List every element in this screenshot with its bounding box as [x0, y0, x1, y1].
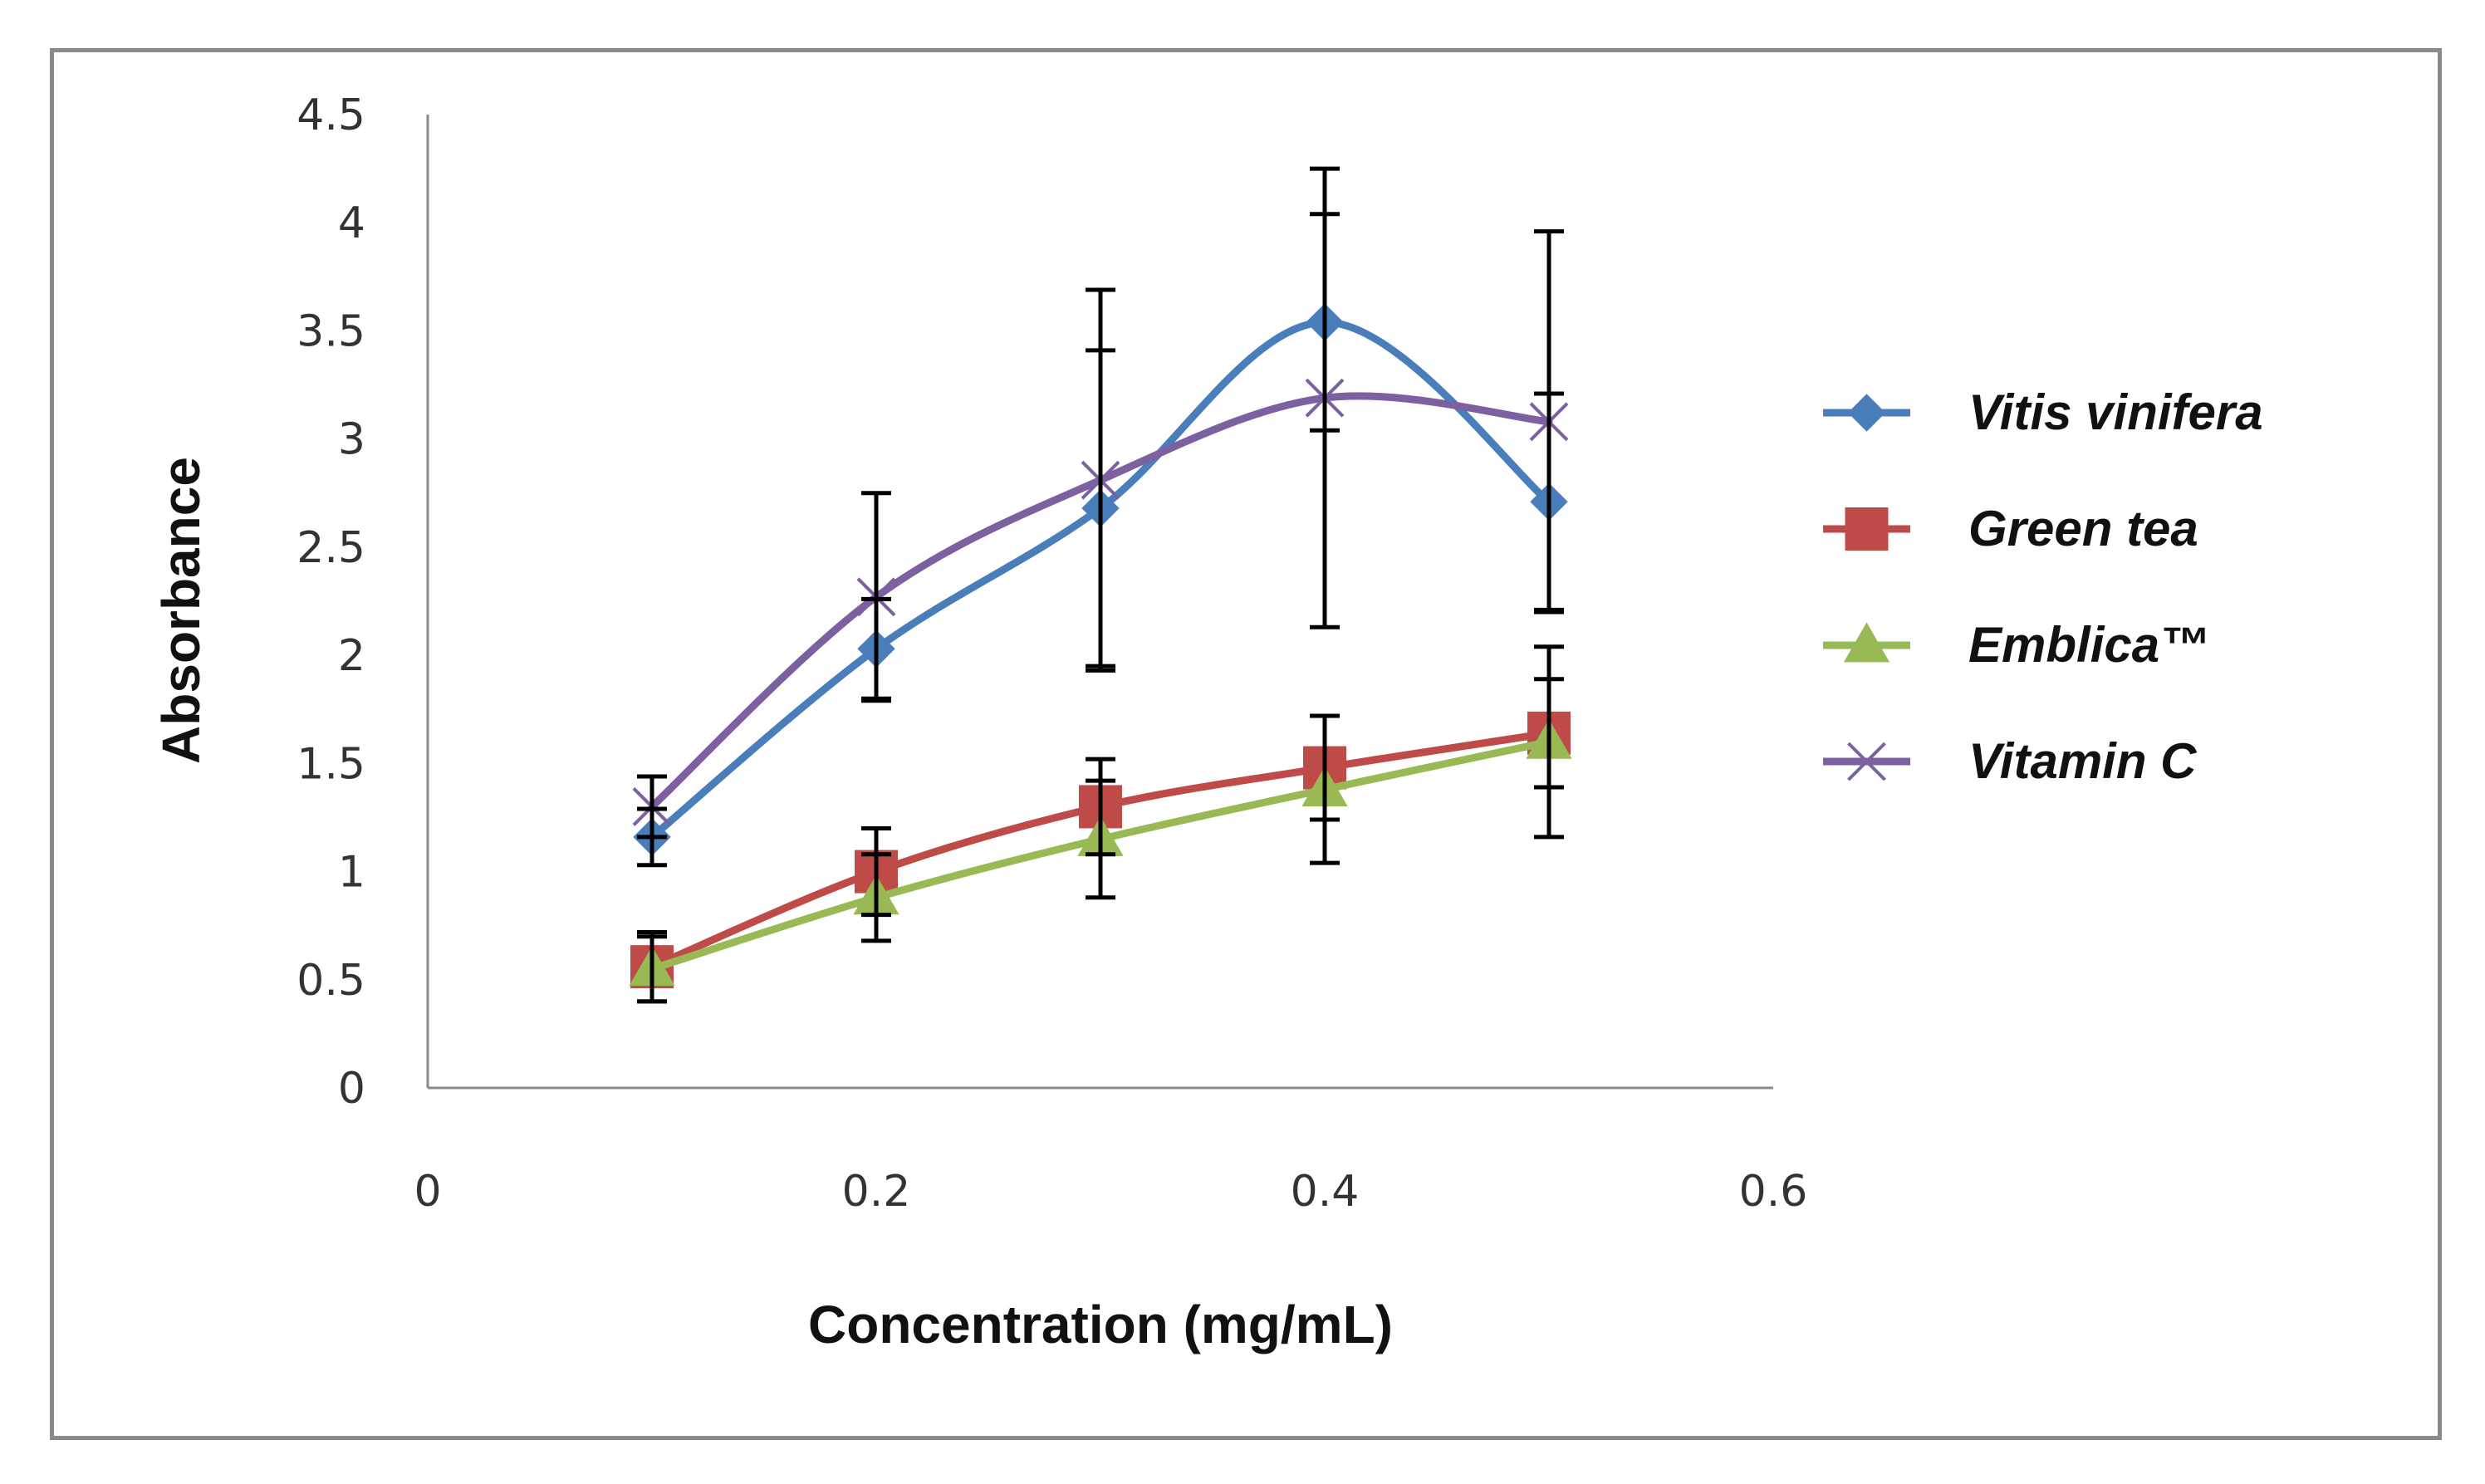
y-tick-label: 3 — [338, 415, 365, 465]
chart-frame — [50, 48, 2442, 1440]
legend-marker-vitamin-c — [1847, 742, 1886, 781]
error-bar-vitamin-c — [861, 491, 891, 703]
error-bar-emblica — [637, 934, 667, 1004]
y-tick-label: 3.5 — [297, 306, 365, 356]
y-tick-label: 1.5 — [297, 739, 365, 789]
legend-label: Vitamin C — [1968, 733, 2198, 789]
legend-item-vitis-vinifera: Vitis vinifera — [1823, 384, 2263, 440]
x-axis-title: Concentration (mg/mL) — [808, 1295, 1393, 1354]
y-tick-label: 4.5 — [297, 91, 365, 140]
y-axis-title: Absorbance — [151, 457, 211, 764]
y-tick-label: 0.5 — [297, 956, 365, 1006]
x-tick-label: 0 — [414, 1167, 441, 1217]
legend-label: Vitis vinifera — [1968, 384, 2263, 440]
y-tick-label: 2 — [338, 631, 365, 681]
legend-item-emblica: Emblica™ — [1823, 617, 2209, 673]
y-tick-label: 0 — [338, 1064, 365, 1114]
legend-marker-vitis-vinifera — [1847, 394, 1886, 432]
error-bar-emblica — [1534, 644, 1564, 840]
series-line-vitamin-c — [648, 392, 1553, 811]
x-tick-label: 0.6 — [1739, 1167, 1808, 1217]
error-bar-vitamin-c — [1086, 287, 1115, 673]
error-bar-vitamin-c — [1310, 166, 1340, 629]
legend-item-green-tea: Green tea — [1823, 501, 2198, 556]
legend-marker-emblica — [1843, 622, 1890, 663]
error-bar-vitamin-c — [637, 774, 667, 840]
legend-label: Green tea — [1968, 501, 2198, 556]
y-tick-label: 1 — [338, 848, 365, 898]
y-tick-label: 4 — [338, 198, 365, 248]
legend-marker-green-tea — [1845, 507, 1889, 551]
series-vitamin-c — [632, 378, 1569, 826]
error-bar-emblica — [1310, 713, 1340, 865]
legend-marker-vitamin-c-stroke — [1847, 742, 1886, 781]
error-bar-emblica — [861, 852, 891, 943]
y-tick-label: 2.5 — [297, 523, 365, 573]
legend-label: Emblica™ — [1968, 617, 2209, 673]
legend-item-vitamin-c: Vitamin C — [1823, 733, 2198, 789]
error-bar-emblica — [1086, 778, 1115, 900]
error-bar-vitamin-c — [1534, 229, 1564, 615]
x-tick-label: 0.4 — [1291, 1167, 1360, 1217]
x-tick-label: 0.2 — [842, 1167, 911, 1217]
